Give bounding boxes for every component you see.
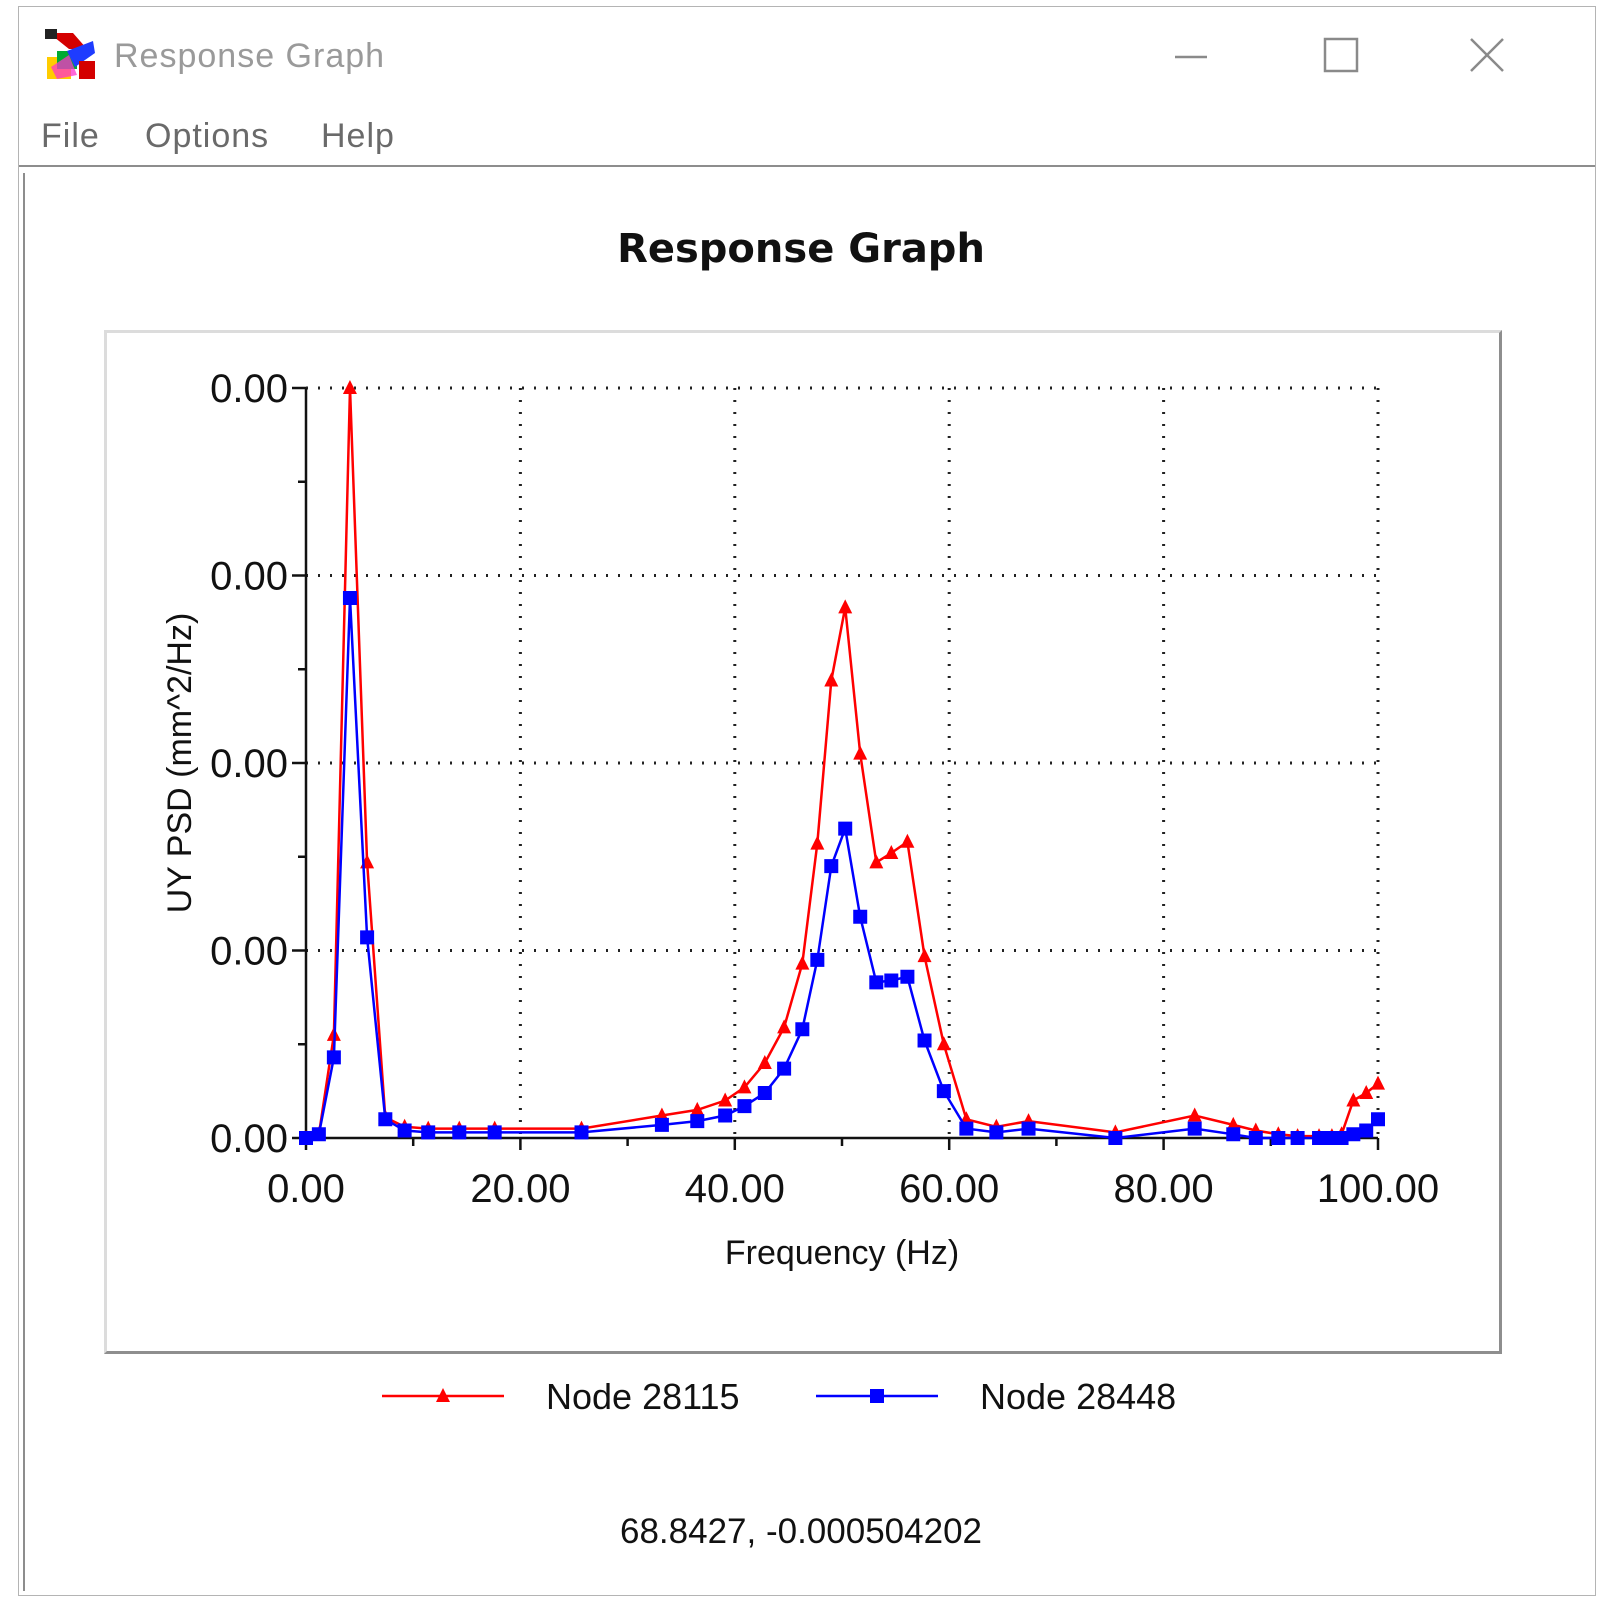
data-point: [936, 1036, 951, 1051]
data-point: [718, 1108, 733, 1123]
data-point: [777, 1061, 792, 1076]
legend-label: Node 28448: [980, 1376, 1176, 1417]
data-point: [421, 1125, 436, 1140]
data-point: [1271, 1131, 1286, 1145]
y-tick-label: 0.00: [210, 1117, 288, 1161]
data-point: [777, 1019, 792, 1034]
data-point: [917, 1033, 932, 1048]
data-point: [1108, 1131, 1123, 1145]
series-node-28115: [299, 380, 1385, 1144]
data-point: [900, 969, 915, 984]
legend-entry: Node 28448: [816, 1376, 1176, 1417]
y-axis-label: UY PSD (mm^2/Hz): [161, 613, 199, 914]
data-point: [1371, 1075, 1385, 1090]
data-point: [1187, 1121, 1202, 1136]
data-point: [1346, 1092, 1361, 1107]
data-point: [838, 821, 853, 836]
data-point: [838, 599, 853, 614]
x-axis-label: Frequency (Hz): [725, 1234, 959, 1272]
x-tick-label: 60.00: [899, 1167, 999, 1211]
data-point: [1359, 1085, 1374, 1099]
data-point: [718, 1092, 733, 1107]
data-point: [869, 975, 884, 990]
data-point: [326, 1050, 341, 1065]
y-tick-label: 0.00: [210, 930, 288, 974]
app-logo-icon: [45, 29, 95, 79]
data-point: [869, 854, 884, 869]
data-point: [1359, 1123, 1374, 1138]
legend-label: Node 28115: [546, 1376, 740, 1417]
data-point: [342, 380, 357, 394]
data-point: [1371, 1112, 1385, 1127]
data-point: [397, 1123, 412, 1138]
data-point: [1248, 1131, 1263, 1145]
x-tick-label: 0.00: [267, 1167, 345, 1211]
data-point: [360, 930, 375, 945]
data-point: [342, 591, 357, 605]
data-point: [757, 1055, 772, 1069]
data-point: [1346, 1127, 1361, 1142]
data-point: [737, 1099, 752, 1114]
series-node-28448: [299, 591, 1385, 1145]
data-point: [1334, 1131, 1349, 1145]
data-point: [824, 672, 839, 687]
series-line: [305, 597, 1379, 1140]
data-point: [824, 859, 839, 874]
series-line: [305, 387, 1379, 1140]
data-point: [989, 1125, 1004, 1140]
legend-marker: [870, 1389, 884, 1403]
title-bar[interactable]: Response Graph: [19, 7, 1595, 99]
data-point: [1312, 1131, 1327, 1145]
data-point: [311, 1127, 326, 1142]
menu-file[interactable]: File: [41, 117, 100, 155]
maximize-button[interactable]: [1301, 27, 1381, 83]
legend-entry: Node 28115: [382, 1376, 740, 1417]
data-point: [1021, 1121, 1036, 1136]
data-point: [452, 1125, 467, 1140]
data-point: [936, 1084, 951, 1099]
data-point: [810, 835, 825, 850]
data-point: [884, 845, 899, 859]
data-point: [853, 909, 868, 924]
y-tick-label: 0.00: [210, 742, 288, 786]
data-point: [795, 1022, 810, 1037]
data-point: [690, 1101, 705, 1116]
data-point: [1187, 1107, 1202, 1122]
window-title: Response Graph: [114, 37, 386, 75]
x-tick-label: 20.00: [470, 1167, 570, 1211]
data-point: [574, 1125, 589, 1140]
plot-area-frame: [104, 330, 1502, 1354]
data-point: [853, 745, 868, 760]
data-point: [654, 1117, 669, 1132]
chart-title: Response Graph: [617, 226, 985, 272]
data-point: [757, 1086, 772, 1100]
y-tick-label: 0.00: [210, 367, 288, 411]
x-tick-label: 100.00: [1317, 1167, 1439, 1211]
x-tick-label: 80.00: [1114, 1167, 1214, 1211]
data-point: [900, 833, 915, 848]
data-point: [378, 1112, 393, 1127]
minimize-button[interactable]: [1151, 27, 1231, 83]
data-point: [884, 973, 899, 988]
data-point: [690, 1114, 705, 1129]
y-tick-label: 0.00: [210, 555, 288, 599]
close-button[interactable]: [1447, 27, 1527, 83]
x-tick-label: 40.00: [685, 1167, 785, 1211]
data-point: [487, 1125, 502, 1140]
legend-marker: [436, 1388, 450, 1402]
data-point: [917, 948, 932, 963]
menu-options[interactable]: Options: [145, 117, 270, 155]
data-point: [959, 1121, 974, 1136]
data-point: [299, 1131, 313, 1145]
menu-bar: File Options Help: [19, 103, 1595, 167]
data-point: [810, 952, 825, 967]
data-point: [1226, 1127, 1241, 1142]
data-point: [1290, 1131, 1305, 1145]
menu-help[interactable]: Help: [321, 117, 395, 155]
cursor-coordinates-readout: 68.8427, -0.000504202: [620, 1512, 982, 1551]
data-point: [737, 1079, 752, 1094]
data-point: [795, 955, 810, 970]
